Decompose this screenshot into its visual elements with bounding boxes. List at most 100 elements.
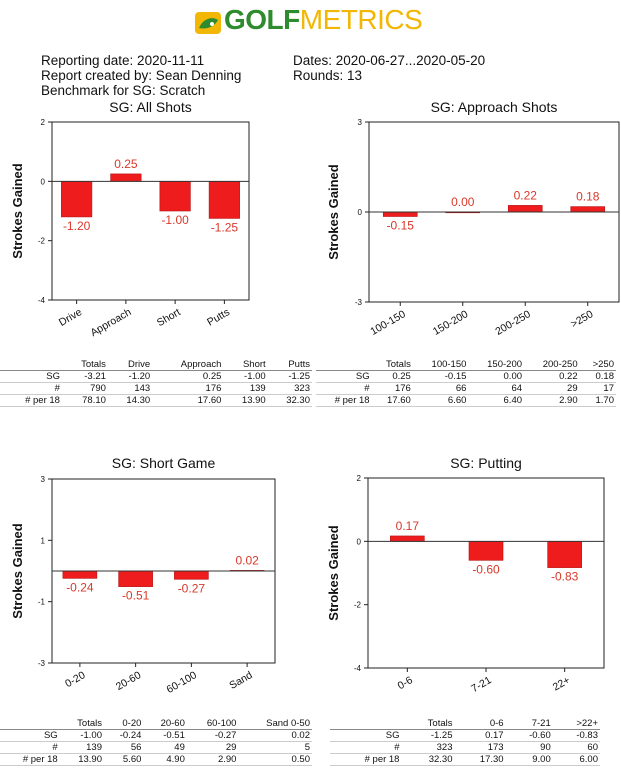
table-cell: 32.30 [267,394,312,407]
table-cell: -0.51 [143,729,187,742]
data-label: -0.15 [387,219,415,233]
chart-all-shots: SG: All Shots Strokes Gained 2 0 -2 -4 -1.20 Dr… [10,99,250,339]
chart-title: SG: All Shots [109,99,191,115]
chart-title: SG: Short Game [112,455,216,471]
column-header [316,359,372,371]
table-cell: 17.60 [371,394,413,407]
table-cell: 6.00 [552,753,600,766]
table-row: #790 143 176 139 323 [0,382,312,395]
data-label: 0.22 [514,188,538,202]
table-cell: 14.30 [107,394,153,407]
column-header: 20-60 [143,718,187,730]
table-cell: 49 [143,741,187,754]
data-label: -0.24 [66,580,94,594]
data-label: 0.00 [451,195,475,209]
x-tick-label: 150-200 [431,308,471,338]
logo [195,12,221,34]
chart-putting: SG: Putting Strokes Gained 2 0 -2 -4 0.17 0-6 -0… [326,455,605,695]
date-range: Dates: 2020-06-27...2020-05-20 [293,53,486,68]
y-tick-label: 0 [41,177,46,186]
table-cell: 0.22 [524,370,580,383]
x-tick-label: Sand [227,669,254,692]
table-cell: 17 [579,382,616,395]
table-cell: 5.60 [103,753,144,766]
data-label: -1.00 [161,213,189,227]
table-cell: # [316,382,372,395]
y-tick-label: -2 [354,601,362,610]
table-cell: # per 18 [316,394,372,407]
table-cell: 176 [371,382,413,395]
table-cell: 323 [401,741,455,754]
table-cell: 32.30 [401,753,455,766]
table-cell: -0.24 [103,729,144,742]
table-cell: 0.00 [468,370,525,383]
table-cell: 0.25 [371,370,413,383]
table-cell: 60 [552,741,600,754]
table-cell: 4.90 [143,753,187,766]
table-cell: -1.25 [401,729,455,742]
data-label: 0.18 [576,190,600,204]
x-tick-label: 60-100 [165,669,199,696]
x-tick-label: 0-6 [396,674,415,692]
y-tick-label: 0 [358,208,363,217]
x-tick-label: 200-250 [493,308,533,338]
bar-Short [159,181,191,212]
x-tick-label: 100-150 [368,308,408,338]
logo-wordmark: GOLFMETRICS [224,4,423,36]
y-tick-label: 0 [357,537,362,546]
table-putting: Totals 0-6 7-21 >22+ SG -1.25 0.17 -0.60 -0.83 #3… [330,718,600,766]
rounds-count: Rounds: 13 [293,68,363,83]
column-header: Putts [267,359,312,371]
y-axis-label: Strokes Gained [326,164,341,259]
table-cell: 323 [267,382,312,395]
data-label: 0.02 [235,553,259,567]
column-header [330,718,402,730]
chart-title: SG: Approach Shots [431,99,558,115]
data-label: 0.25 [114,157,138,171]
column-header: 100-150 [412,359,469,371]
table-cell: 0.18 [579,370,616,383]
table-header-row: Totals 100-150 150-200 200-250 >250 [316,359,616,371]
bar-200-250 [507,205,543,213]
table-row: SG -1.00 -0.24 -0.51 -0.27 0.02 [0,729,312,742]
table-cell: 176 [152,382,224,395]
table-cell: 143 [107,382,153,395]
table-cell: 173 [454,741,506,754]
table-cell: SG [316,370,372,383]
x-tick-label: 22+ [551,674,572,693]
table-cell: 13.90 [223,394,268,407]
table-cell: 13.90 [59,753,104,766]
bar->250 [570,206,606,213]
table-cell: # [0,741,60,754]
table-row: #139 56 49 29 5 [0,741,312,754]
y-tick-label: -2 [38,237,46,246]
y-tick-label: -1 [38,598,46,607]
table-cell: 139 [59,741,104,754]
column-header: >250 [579,359,616,371]
x-tick-label: >250 [569,308,596,330]
table-cell: -1.00 [59,729,104,742]
table-cell: SG [0,370,62,383]
table-cell: -0.15 [412,370,469,383]
table-cell: 6.60 [412,394,469,407]
table-cell: 1.70 [579,394,616,407]
bar-20-60 [118,570,153,587]
column-header: 0-6 [454,718,506,730]
y-tick-label: 3 [358,118,363,127]
y-axis-label: Strokes Gained [10,163,25,258]
table-cell: 0.17 [454,729,506,742]
table-cell: # [330,741,402,754]
table-row: # per 18 78.10 14.30 17.60 13.90 32.30 [0,394,312,407]
table-cell: SG [330,729,402,742]
column-header [0,718,60,730]
table-header-row: Totals 0-6 7-21 >22+ [330,718,600,730]
table-cell: 790 [61,382,108,395]
column-header: Sand 0-50 [238,718,312,730]
column-header: Totals [59,718,104,730]
table-cell: 9.00 [505,753,553,766]
table-cell: 17.30 [454,753,506,766]
column-header: Drive [107,359,153,371]
column-header: 60-100 [186,718,239,730]
x-tick-label: Approach [88,306,133,339]
table-cell: 64 [468,382,525,395]
